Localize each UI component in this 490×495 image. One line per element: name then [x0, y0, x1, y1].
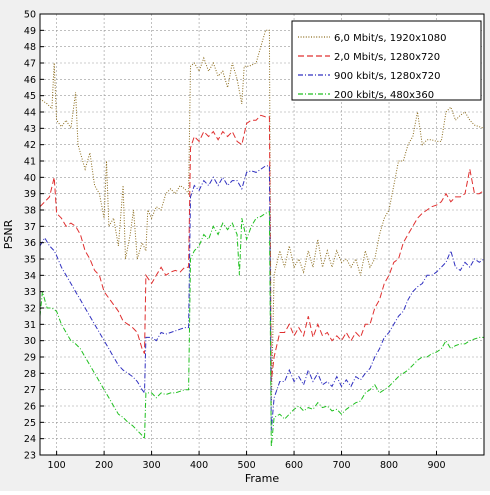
legend-label-2: 2,0 Mbit/s, 1280x720 — [334, 52, 440, 63]
y-tick-label: 39 — [24, 189, 36, 200]
x-tick-label: 900 — [427, 460, 445, 471]
y-tick-label: 28 — [24, 369, 36, 380]
legend-box — [291, 20, 482, 101]
y-tick-label: 43 — [24, 124, 36, 135]
y-tick-label: 31 — [24, 320, 36, 331]
y-tick-label: 26 — [24, 402, 36, 413]
x-axis-label: Frame — [245, 472, 280, 485]
y-tick-label: 34 — [24, 271, 36, 282]
grid — [40, 13, 484, 456]
y-tick-label: 38 — [24, 206, 36, 217]
y-tick-label: 29 — [24, 353, 36, 364]
series-line-1 — [39, 29, 485, 407]
y-tick-label: 46 — [24, 75, 36, 86]
y-tick-label: 44 — [24, 108, 36, 119]
y-tick-label: 32 — [24, 304, 36, 315]
y-tick-label: 27 — [24, 385, 36, 396]
y-axis-label: PSNR — [2, 219, 15, 249]
plot-frame — [39, 13, 485, 456]
x-tick-label: 800 — [380, 460, 398, 471]
series-layer — [39, 29, 485, 447]
legend-label-4: 200 kbit/s, 480x360 — [334, 90, 434, 101]
y-tick-label: 40 — [24, 173, 36, 184]
x-tick-label: 600 — [285, 460, 303, 471]
series-line-4 — [39, 210, 484, 447]
y-tick-label: 33 — [24, 287, 36, 298]
y-tick-label: 48 — [24, 42, 36, 53]
legend-label-3: 900 kbit/s, 1280x720 — [334, 71, 441, 82]
y-tick-label: 25 — [24, 418, 36, 429]
legend: 6,0 Mbit/s, 1920x1080 2,0 Mbit/s, 1280x72… — [291, 20, 482, 101]
y-tick-label: 45 — [24, 91, 36, 102]
y-tick-label: 49 — [24, 26, 36, 37]
tick-labels: 100 200 300 400 500 600 700 800 900 23 24 25 26 27 28 2… — [24, 10, 446, 472]
y-tick-label: 42 — [24, 140, 36, 151]
x-tick-label: 100 — [48, 460, 66, 471]
y-tick-label: 23 — [24, 451, 36, 462]
y-tick-label: 36 — [24, 238, 36, 249]
x-tick-label: 300 — [143, 460, 161, 471]
y-tick-label: 24 — [24, 434, 36, 445]
x-tick-label: 700 — [332, 460, 350, 471]
legend-label-1: 6,0 Mbit/s, 1920x1080 — [334, 33, 447, 44]
x-tick-label: 400 — [190, 460, 208, 471]
y-tick-label: 30 — [24, 336, 36, 347]
y-tick-label: 41 — [24, 157, 36, 168]
y-tick-label: 50 — [24, 10, 36, 21]
x-tick-label: 200 — [95, 460, 113, 471]
x-tick-label: 500 — [237, 460, 255, 471]
y-tick-label: 37 — [24, 222, 36, 233]
y-tick-label: 47 — [24, 59, 36, 70]
y-tick-label: 35 — [24, 255, 36, 266]
